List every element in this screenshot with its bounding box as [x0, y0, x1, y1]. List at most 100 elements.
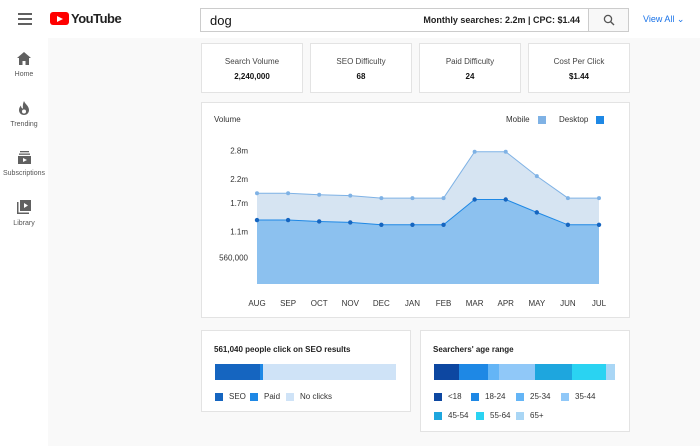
desktop-point	[596, 222, 602, 227]
desktop-point	[503, 197, 508, 202]
mobile-series-line	[257, 151, 599, 199]
age-range-segment	[434, 364, 460, 380]
mobile-point	[317, 192, 322, 197]
legend-item-age-45-54: 45-54	[434, 411, 468, 420]
sidebar-item-trending[interactable]: Trending	[0, 101, 48, 128]
stat-label: Search Volume	[224, 57, 280, 66]
mobile-point	[534, 174, 539, 179]
legend-item-age-65-plus: 65+	[516, 411, 544, 420]
age-range-segment	[459, 364, 489, 380]
monthly-searches-text: Monthly searches: 2.2m | CPC: $1.44	[423, 15, 580, 25]
x-tick-label: NOV	[342, 299, 360, 308]
sidebar-item-label: Subscriptions	[2, 170, 46, 177]
y-tick-label: 2.2m	[230, 175, 248, 184]
x-tick-label: JUN	[560, 299, 576, 308]
y-tick-label: 560,000	[219, 253, 248, 262]
chart-title: Volume	[214, 115, 241, 124]
legend-item-age-under-18: <18	[434, 392, 462, 401]
library-icon	[17, 200, 31, 214]
x-tick-label: SEP	[280, 299, 296, 308]
stat-value: 24	[465, 72, 475, 81]
search-field[interactable]: Monthly searches: 2.2m | CPC: $1.44	[200, 8, 589, 32]
x-tick-label: JAN	[405, 299, 420, 308]
age-range-card: Searchers' age range <18 18-24 25-34 35-…	[420, 330, 630, 432]
search-input[interactable]	[210, 13, 360, 28]
stat-card-search-volume: Search Volume 2,240,000	[201, 43, 303, 93]
legend-item-age-55-64: 55-64	[476, 411, 510, 420]
legend-swatch	[471, 392, 479, 401]
legend-label: 65+	[530, 411, 544, 420]
legend-label: 45-54	[448, 411, 469, 420]
desktop-point	[565, 222, 571, 227]
mobile-point	[379, 196, 384, 201]
stat-card-cost-per-click: Cost Per Click $1.44	[528, 43, 630, 93]
stat-value: 68	[356, 72, 366, 81]
desktop-point	[534, 210, 540, 215]
desktop-point	[472, 197, 477, 202]
desktop-point	[254, 217, 260, 223]
legend-swatch	[286, 392, 294, 401]
sidebar-item-library[interactable]: Library	[0, 200, 48, 227]
desktop-point	[316, 219, 322, 224]
stat-value: $1.44	[568, 72, 590, 81]
y-tick-label: 1.1m	[230, 227, 248, 236]
age-range-title: Searchers' age range	[433, 345, 514, 354]
volume-chart-card: Volume Mobile Desktop 2.8m 2.2m 1.7m 1.1m 56…	[201, 102, 630, 318]
youtube-play-icon	[50, 12, 69, 25]
search-button[interactable]	[588, 8, 629, 32]
legend-label: Paid	[264, 392, 281, 401]
x-tick-label: FEB	[436, 299, 452, 308]
legend-swatch	[516, 392, 524, 401]
stat-label: SEO Difficulty	[336, 57, 386, 66]
sidebar-item-label: Trending	[10, 121, 38, 128]
x-tick-label: DEC	[373, 299, 390, 308]
seo-clicks-title: 561,040 people click on SEO results	[214, 345, 351, 354]
flame-icon	[19, 101, 29, 115]
desktop-point	[441, 222, 446, 227]
legend-label-desktop: Desktop	[559, 115, 589, 124]
legend-label: No clicks	[300, 392, 333, 401]
legend-label: SEO	[229, 392, 246, 401]
view-all-link[interactable]: View All ⌄	[643, 14, 684, 25]
legend-label: 25-34	[530, 392, 551, 401]
legend-swatch	[250, 392, 258, 401]
sidebar-item-subscriptions[interactable]: Subscriptions	[0, 151, 48, 177]
top-bar: YouTube Monthly searches: 2.2m | CPC: $1…	[0, 0, 700, 38]
age-range-bar	[434, 364, 615, 380]
sidebar-item-label: Home	[14, 71, 34, 78]
legend-label: 55-64	[490, 411, 511, 420]
legend-swatch	[476, 411, 484, 420]
desktop-series-line	[257, 198, 599, 226]
seo-clicks-bar	[215, 364, 396, 380]
legend-item-seo: SEO	[215, 392, 246, 401]
legend-swatch	[215, 392, 223, 401]
volume-chart: 2.8m 2.2m 1.7m 1.1m 560,000 AUG SEP OCT NOV DEC JA…	[219, 146, 607, 308]
x-tick-label: JUL	[592, 299, 607, 308]
sidebar: Home Trending Subscriptions Library	[0, 38, 48, 446]
desktop-point	[285, 217, 291, 223]
mobile-point	[565, 196, 570, 201]
mobile-point	[348, 193, 353, 198]
legend-label: <18	[448, 392, 462, 401]
search-bar: Monthly searches: 2.2m | CPC: $1.44	[200, 8, 629, 32]
hamburger-menu-icon[interactable]	[18, 13, 32, 25]
mobile-point	[410, 196, 415, 201]
sidebar-item-home[interactable]: Home	[0, 52, 48, 78]
legend-item-paid: Paid	[250, 392, 280, 401]
legend-item-age-18-24: 18-24	[471, 392, 505, 401]
youtube-logo[interactable]: YouTube	[50, 11, 122, 26]
mobile-point	[441, 196, 446, 201]
search-icon	[603, 14, 615, 26]
stat-value: 2,240,000	[234, 72, 270, 81]
legend-item-no-clicks: No clicks	[286, 392, 332, 401]
legend-item-age-35-44: 35-44	[561, 392, 595, 401]
chevron-down-icon: ⌄	[676, 14, 685, 24]
view-all-label: View All	[643, 14, 675, 24]
stat-card-seo-difficulty: SEO Difficulty 68	[310, 43, 412, 93]
subscriptions-icon	[17, 151, 31, 164]
x-tick-label: APR	[498, 299, 515, 308]
desktop-point	[410, 222, 415, 227]
legend-swatch-mobile	[538, 116, 546, 124]
mobile-point	[255, 191, 259, 196]
seo-clicks-card: 561,040 people click on SEO results SEO …	[201, 330, 411, 412]
